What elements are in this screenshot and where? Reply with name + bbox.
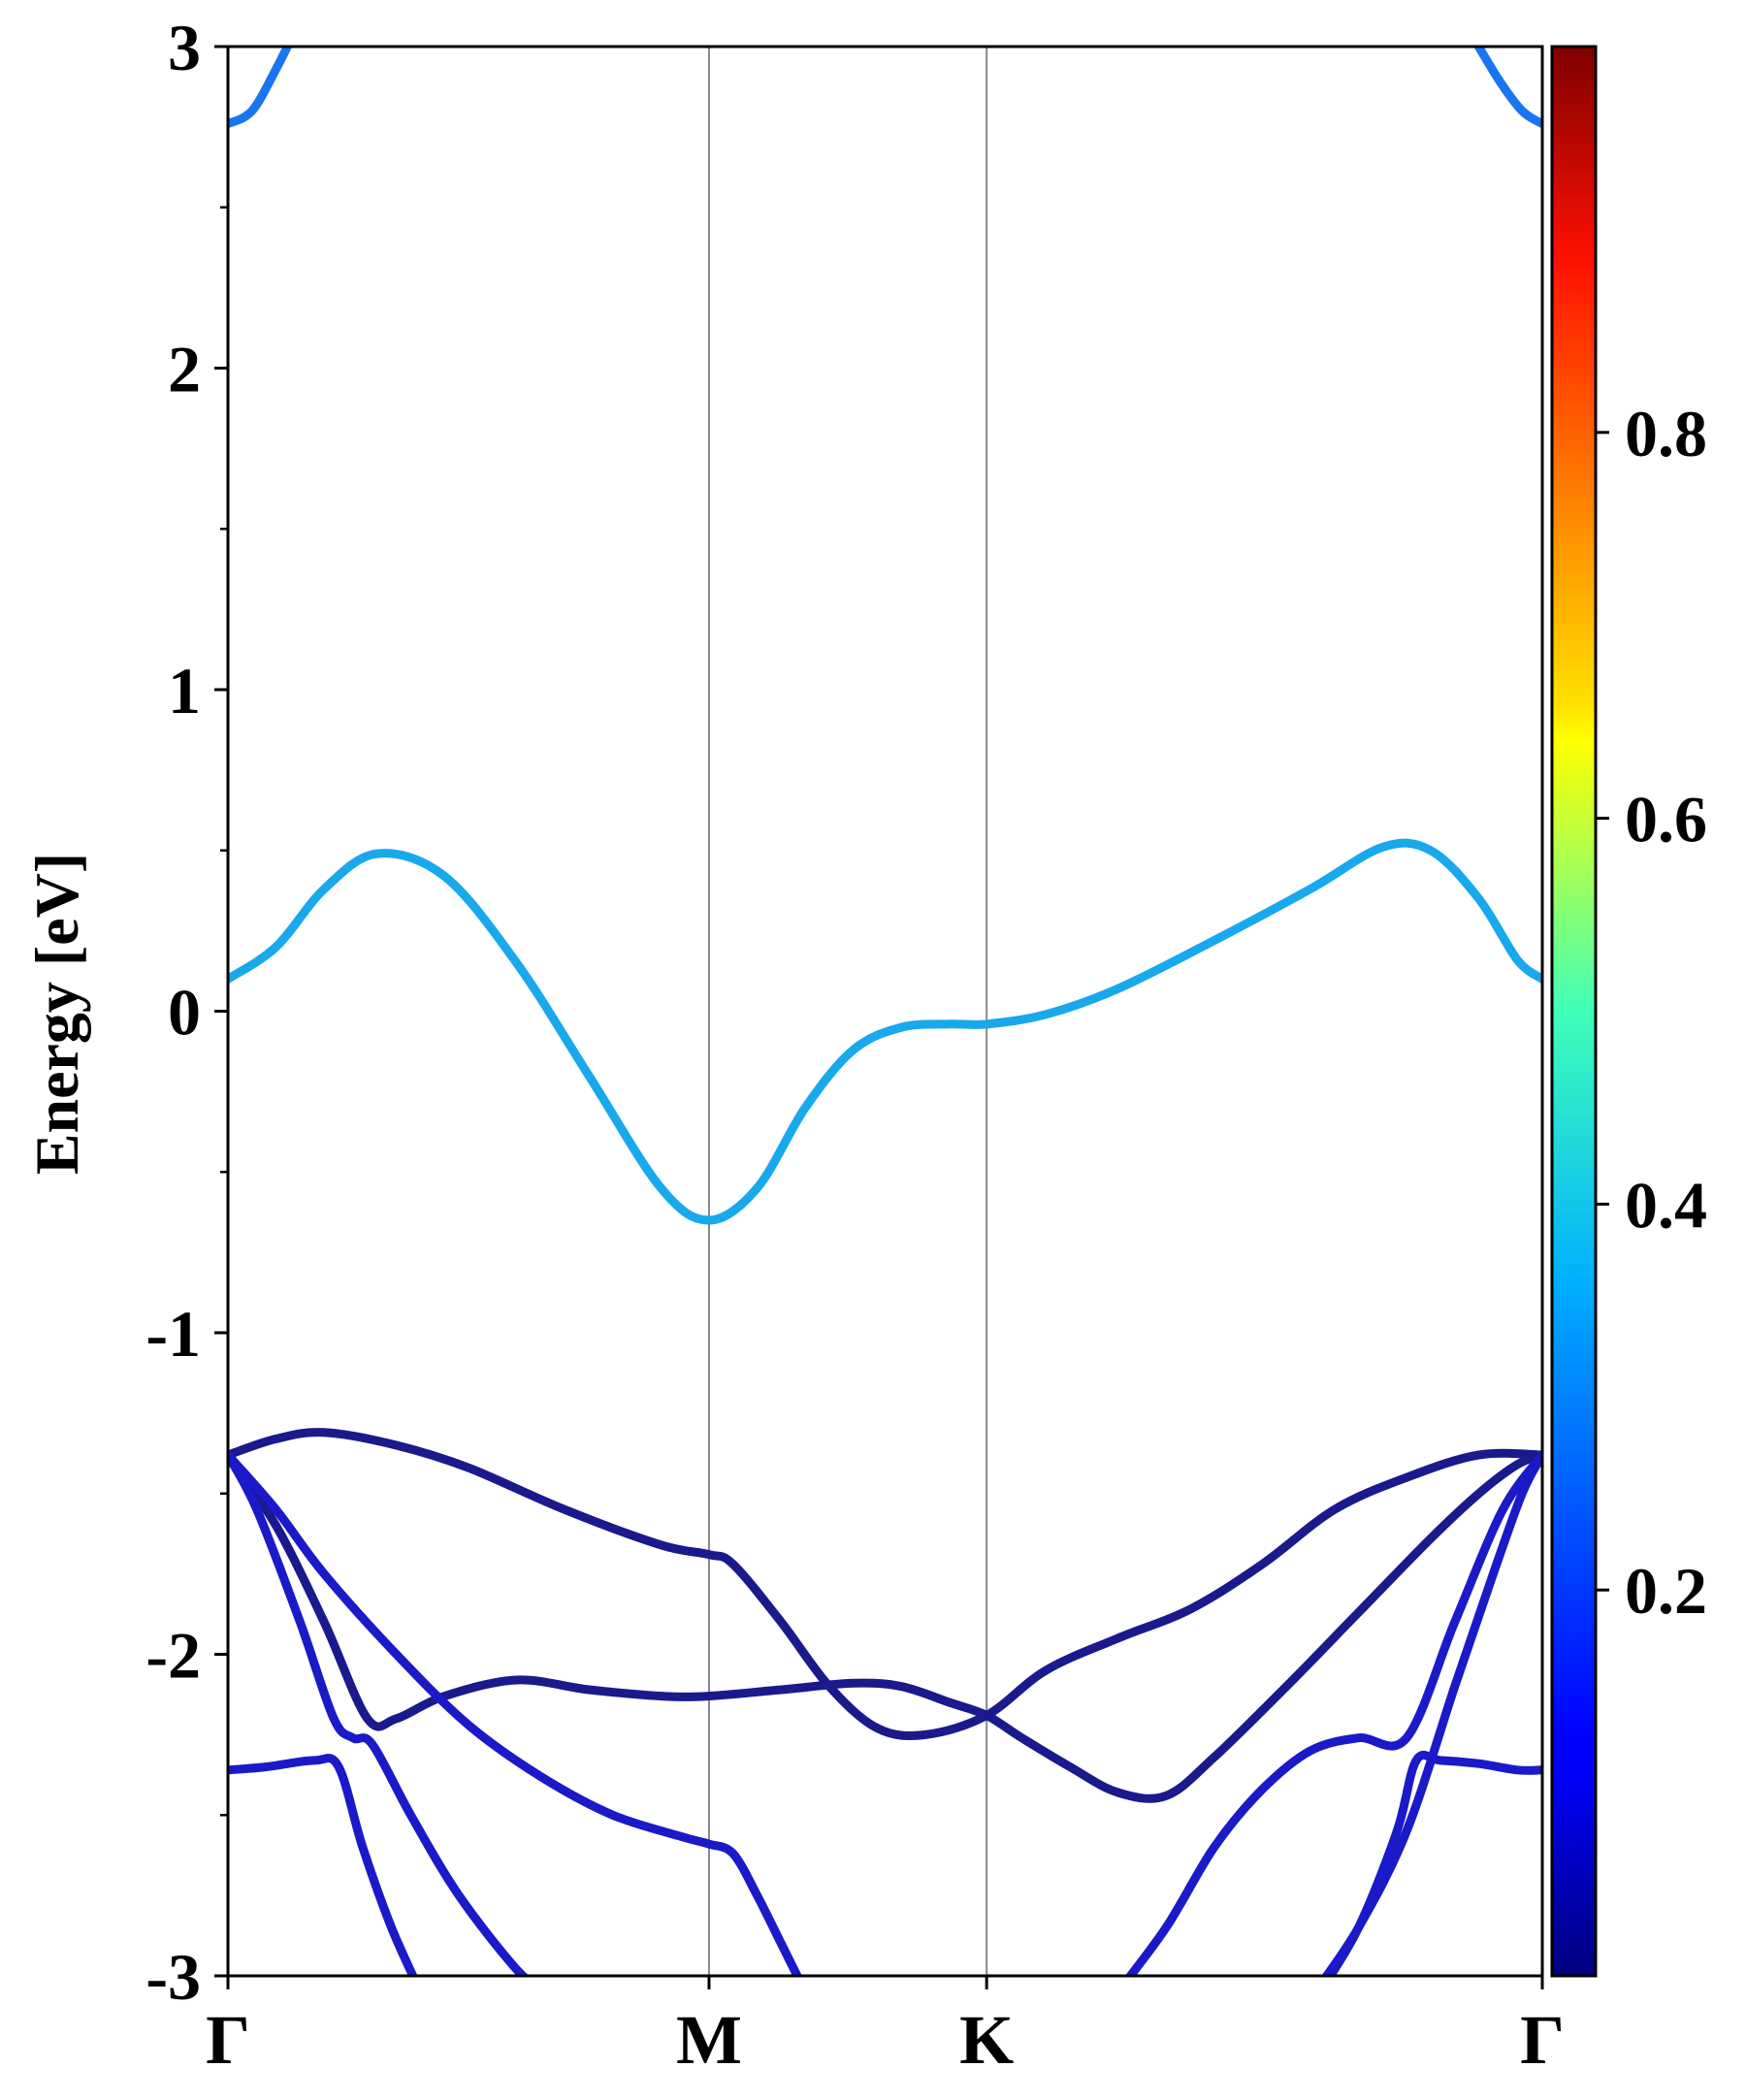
band-line-6 — [228, 1450, 802, 1976]
y-tick-label: -1 — [146, 1297, 201, 1371]
x-tick-label: Γ — [1520, 2001, 1565, 2079]
band-line-3 — [228, 838, 1542, 1225]
colorbar-gradient — [1550, 45, 1598, 1978]
band-line-9 — [228, 1754, 418, 1976]
y-tick-label: 1 — [168, 654, 201, 727]
band-line-11 — [1321, 1450, 1542, 1976]
band-line-10 — [1325, 1750, 1542, 1976]
band-line-1 — [228, 47, 293, 129]
y-tick-label: -2 — [146, 1619, 201, 1693]
y-tick-label: -3 — [146, 1940, 201, 2014]
band-line-2 — [1473, 47, 1542, 129]
colorbar: 0.2 0.4 0.6 0.8 — [1550, 45, 1707, 1978]
y-tick-label: 2 — [168, 333, 201, 406]
colorbar-tick-label: 0.4 — [1625, 1168, 1707, 1242]
colorbar-tick-label: 0.6 — [1625, 783, 1707, 856]
x-tick-label: Γ — [206, 2001, 250, 2079]
colorbar-tick-label: 0.2 — [1625, 1554, 1707, 1628]
y-axis-label: Energy [eV] — [22, 853, 91, 1175]
y-tick-label: 0 — [168, 976, 201, 1050]
band-line-8 — [228, 1450, 530, 1976]
band-line-7 — [1124, 1450, 1542, 1976]
band-lines — [228, 47, 1542, 1976]
colorbar-tick-label: 0.8 — [1625, 397, 1707, 470]
x-tick-label: M — [676, 2001, 742, 2079]
x-tick-label: K — [959, 2001, 1014, 2079]
symmetry-lines — [707, 47, 988, 1976]
y-ticks: 3 2 1 0 -1 -2 -3 — [146, 11, 228, 2014]
band-line-4 — [228, 1428, 1542, 1740]
y-tick-label: 3 — [168, 11, 201, 84]
band-line-5 — [228, 1450, 1542, 1803]
